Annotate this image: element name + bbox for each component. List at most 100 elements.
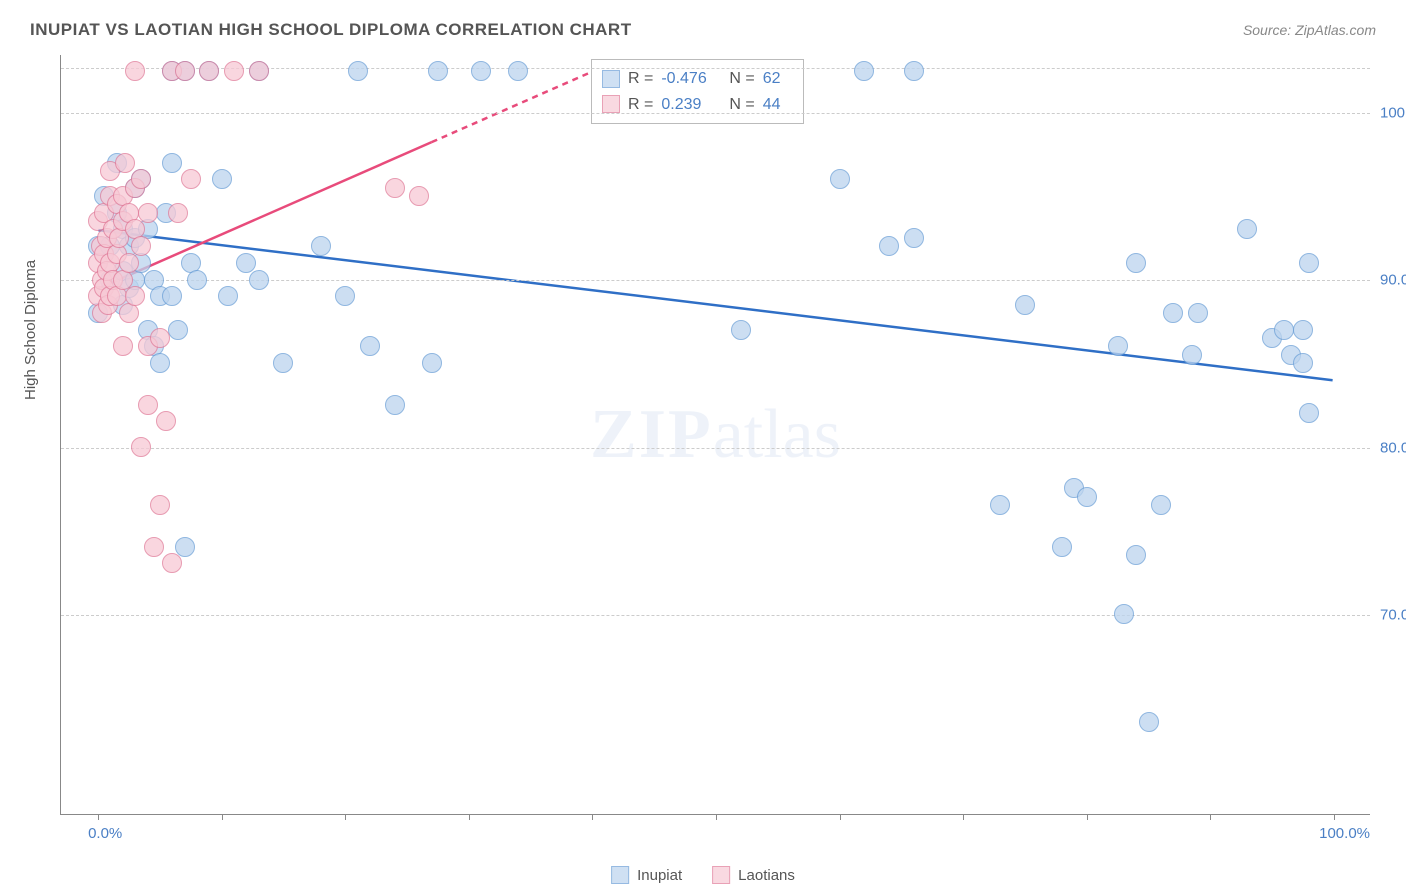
scatter-point xyxy=(212,169,232,189)
scatter-point xyxy=(162,286,182,306)
scatter-point xyxy=(113,336,133,356)
legend-swatch xyxy=(712,866,730,884)
x-tick-mark xyxy=(222,814,223,820)
scatter-point xyxy=(879,236,899,256)
stats-r-value: -0.476 xyxy=(661,66,721,92)
x-tick-mark xyxy=(1210,814,1211,820)
x-tick-mark xyxy=(592,814,593,820)
scatter-point xyxy=(1299,253,1319,273)
scatter-point xyxy=(422,353,442,373)
scatter-point xyxy=(168,320,188,340)
scatter-point xyxy=(1077,487,1097,507)
scatter-point xyxy=(385,178,405,198)
scatter-point xyxy=(138,203,158,223)
scatter-point xyxy=(1293,320,1313,340)
legend-item: Inupiat xyxy=(611,866,682,884)
scatter-point xyxy=(175,537,195,557)
scatter-point xyxy=(1139,712,1159,732)
scatter-point xyxy=(1126,545,1146,565)
stats-row: R = -0.476 N = 62 xyxy=(602,66,793,92)
stats-swatch xyxy=(602,95,620,113)
scatter-point xyxy=(1052,537,1072,557)
scatter-point xyxy=(360,336,380,356)
scatter-point xyxy=(1182,345,1202,365)
scatter-point xyxy=(385,395,405,415)
x-tick-mark xyxy=(98,814,99,820)
scatter-point xyxy=(181,169,201,189)
scatter-point xyxy=(409,186,429,206)
trend-lines-layer xyxy=(61,55,1370,814)
scatter-point xyxy=(249,61,269,81)
stats-swatch xyxy=(602,70,620,88)
scatter-point xyxy=(904,61,924,81)
watermark: ZIPatlas xyxy=(590,395,841,475)
scatter-point xyxy=(471,61,491,81)
gridline-h xyxy=(61,448,1370,449)
scatter-point xyxy=(830,169,850,189)
x-tick-label: 100.0% xyxy=(1319,825,1370,842)
scatter-point xyxy=(150,328,170,348)
scatter-point xyxy=(990,495,1010,515)
stats-r-label: R = xyxy=(628,66,653,92)
scatter-point xyxy=(131,437,151,457)
scatter-point xyxy=(731,320,751,340)
scatter-point xyxy=(162,153,182,173)
scatter-point xyxy=(1299,403,1319,423)
scatter-point xyxy=(156,411,176,431)
scatter-point xyxy=(249,270,269,290)
scatter-point xyxy=(1108,336,1128,356)
scatter-point xyxy=(428,61,448,81)
stats-n-label: N = xyxy=(729,66,754,92)
scatter-point xyxy=(150,353,170,373)
scatter-point xyxy=(1114,604,1134,624)
scatter-point xyxy=(119,253,139,273)
source-label: Source: ZipAtlas.com xyxy=(1243,22,1376,38)
scatter-point xyxy=(218,286,238,306)
scatter-point xyxy=(854,61,874,81)
scatter-point xyxy=(144,537,164,557)
scatter-point xyxy=(125,61,145,81)
scatter-point xyxy=(273,353,293,373)
y-tick-label: 70.0% xyxy=(1380,606,1406,623)
x-tick-mark xyxy=(716,814,717,820)
scatter-point xyxy=(1237,219,1257,239)
chart-plot-area: ZIPatlas R =-0.476N =62R =0.239N =44 70.… xyxy=(60,55,1370,815)
x-tick-mark xyxy=(963,814,964,820)
x-tick-mark xyxy=(840,814,841,820)
legend-label: Inupiat xyxy=(637,867,682,884)
scatter-point xyxy=(224,61,244,81)
scatter-point xyxy=(125,286,145,306)
legend-label: Laotians xyxy=(738,867,795,884)
scatter-point xyxy=(138,395,158,415)
scatter-point xyxy=(115,153,135,173)
scatter-point xyxy=(162,553,182,573)
legend-bottom: Inupiat Laotians xyxy=(611,866,795,884)
scatter-point xyxy=(1293,353,1313,373)
stats-n-value: 62 xyxy=(763,66,793,92)
trend-line-dashed xyxy=(432,72,592,142)
scatter-point xyxy=(1126,253,1146,273)
x-tick-mark xyxy=(1334,814,1335,820)
scatter-point xyxy=(168,203,188,223)
scatter-point xyxy=(1274,320,1294,340)
x-tick-mark xyxy=(345,814,346,820)
scatter-point xyxy=(175,61,195,81)
scatter-point xyxy=(150,495,170,515)
gridline-h xyxy=(61,113,1370,114)
scatter-point xyxy=(1151,495,1171,515)
legend-item: Laotians xyxy=(712,866,795,884)
scatter-point xyxy=(199,61,219,81)
scatter-point xyxy=(131,236,151,256)
y-tick-label: 80.0% xyxy=(1380,439,1406,456)
gridline-h xyxy=(61,615,1370,616)
scatter-point xyxy=(311,236,331,256)
scatter-point xyxy=(187,270,207,290)
x-tick-mark xyxy=(1087,814,1088,820)
scatter-point xyxy=(348,61,368,81)
y-tick-label: 90.0% xyxy=(1380,272,1406,289)
scatter-point xyxy=(131,169,151,189)
x-tick-label: 0.0% xyxy=(88,825,122,842)
legend-swatch xyxy=(611,866,629,884)
scatter-point xyxy=(335,286,355,306)
y-axis-label: High School Diploma xyxy=(22,260,39,400)
